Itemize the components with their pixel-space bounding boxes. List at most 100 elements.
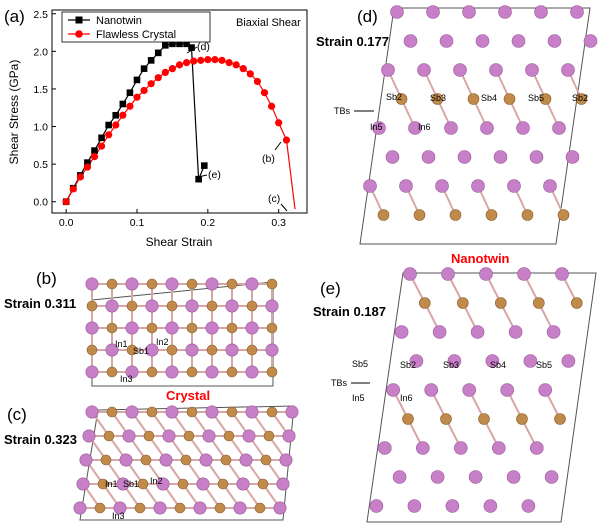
nanotwin-point — [119, 100, 127, 108]
sb-atom — [126, 300, 138, 312]
sb-atom — [516, 413, 528, 425]
in-atom — [369, 499, 384, 513]
in-atom — [517, 267, 531, 281]
in-atom — [165, 277, 179, 291]
crystal-point — [204, 56, 212, 64]
sb-atom — [146, 406, 158, 418]
sb-atom — [257, 478, 269, 490]
legend-label-nanotwin: Nanotwin — [96, 15, 142, 27]
in-atom — [242, 429, 256, 443]
in-atom — [475, 34, 490, 48]
sb-atom — [266, 406, 278, 418]
sb-atom — [377, 209, 390, 221]
in-atom — [225, 299, 239, 313]
crystal-point — [239, 65, 247, 73]
sb-atom — [103, 430, 115, 442]
in-atom — [399, 179, 413, 193]
atom-label-b-in3: In3 — [120, 374, 133, 384]
sb-atom — [106, 406, 118, 418]
plot-frame — [51, 9, 308, 214]
arrow-c — [280, 203, 288, 212]
sb-atom — [177, 478, 189, 490]
x-tick-label: 0.3 — [271, 217, 286, 229]
legend: Nanotwin Flawless Crystal — [61, 11, 211, 43]
crystal-point — [267, 102, 276, 110]
in-atom — [116, 477, 130, 491]
annotation-biaxial-shear: Biaxial Shear — [236, 17, 301, 29]
in-atom — [430, 470, 445, 484]
in-atom — [225, 343, 239, 357]
sb-atom — [554, 413, 566, 425]
crystal-point — [168, 65, 177, 73]
atoms — [363, 5, 598, 221]
sb-atom — [223, 430, 235, 442]
in-atom — [565, 150, 580, 164]
strain-label-c: Strain 0.323 — [4, 432, 77, 447]
lattice-b — [85, 277, 279, 379]
atom-label-e-sb5b: Sb5 — [536, 360, 552, 370]
atom-labels-c: In1 Sb1 In2 In3 — [105, 476, 163, 521]
in-atom — [489, 63, 503, 77]
arrow-b — [274, 141, 282, 151]
crystal-point — [218, 56, 226, 64]
in-atom — [534, 5, 548, 19]
lattice-d — [363, 5, 598, 221]
sb-atom — [86, 344, 98, 356]
sb-atom — [254, 502, 266, 514]
sb-atom — [440, 413, 452, 425]
sb-atom — [431, 93, 444, 105]
nanotwin-point — [133, 76, 141, 84]
sb-atom — [449, 209, 462, 221]
atom-label-e-sb5a: Sb5 — [352, 359, 368, 369]
sb-atom — [570, 297, 583, 309]
in-atom — [511, 34, 526, 48]
in-atom — [199, 453, 213, 467]
nanotwin-point — [176, 40, 183, 48]
in-atom — [159, 453, 173, 467]
sb-atom — [226, 406, 238, 418]
in-atom — [453, 441, 468, 455]
lattice-e — [369, 267, 583, 513]
crystal-point — [225, 59, 233, 67]
panel-c: Crystal (c) Strain 0.323 In1 Sb1 In2 In3 — [4, 388, 299, 521]
point-label-c: (c) — [268, 193, 280, 205]
in-atom — [403, 267, 417, 281]
in-atom — [119, 453, 133, 467]
in-atom — [82, 429, 96, 443]
panel-d: (d) Strain 0.177 TBs Sb2 Sb3 Sb4 Sb5 Sb2… — [316, 5, 598, 245]
panel-b: (b) Strain 0.311 In1 In2 Sb1 In3 — [4, 269, 279, 387]
nanotwin-point — [183, 40, 190, 48]
atoms — [73, 405, 299, 515]
crystal-point — [90, 153, 99, 161]
in-atom — [113, 501, 127, 515]
in-atom — [105, 343, 119, 357]
atom-label-e-in5: In5 — [352, 393, 365, 403]
nanotwin-point — [84, 159, 91, 166]
in-atom — [185, 299, 199, 313]
sb-atom — [186, 322, 198, 334]
in-atom — [561, 63, 575, 77]
sb-atom — [143, 430, 155, 442]
in-atom — [408, 121, 422, 135]
sb-atom — [532, 297, 545, 309]
crystal-point — [133, 93, 141, 101]
in-atom — [491, 441, 506, 455]
in-atom — [445, 499, 460, 513]
panel-label-b: (b) — [36, 269, 57, 288]
sb-atom — [214, 502, 226, 514]
atom-label-d-in5: In5 — [370, 122, 383, 132]
y-tick-label: 0.5 — [33, 159, 48, 171]
atom-label-e-sb2: Sb2 — [400, 360, 416, 370]
x-tick-label: 0.1 — [130, 217, 145, 229]
in-atom — [385, 150, 400, 164]
cell-outline-d — [359, 7, 591, 245]
sb-atom — [134, 502, 146, 514]
sb-atom — [395, 93, 408, 105]
atom-label-e-sb3: Sb3 — [443, 360, 459, 370]
atom-labels-b: In1 In2 Sb1 In3 — [115, 337, 169, 384]
cell-outline-e — [366, 272, 597, 523]
crystal-point — [246, 70, 254, 78]
in-atom — [245, 405, 259, 419]
atom-label-b-in2: In2 — [156, 337, 169, 347]
in-atom — [394, 325, 409, 339]
